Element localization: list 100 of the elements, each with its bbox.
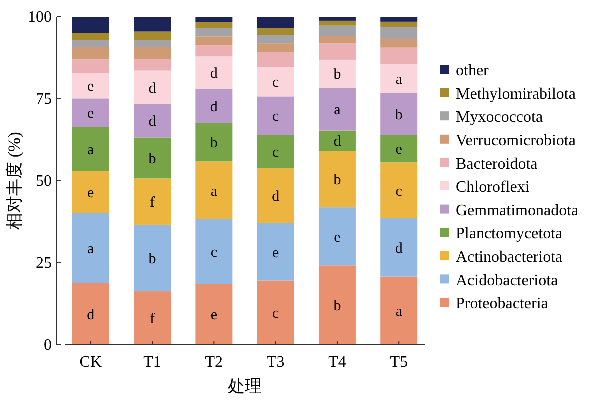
legend-label: Proteobacteria [456, 296, 548, 313]
bar [196, 89, 233, 124]
bar [196, 46, 233, 57]
x-tick-label: T4 [328, 354, 346, 372]
bar [134, 104, 172, 138]
bar [318, 266, 356, 345]
legend-label: Acidobacteriota [456, 272, 558, 290]
bar [257, 35, 294, 44]
bar [72, 60, 110, 74]
bar [72, 73, 110, 99]
data-label: d [210, 66, 218, 82]
legend-label: Bacteroidota [456, 156, 538, 173]
bar [196, 56, 233, 90]
data-label: b [148, 151, 156, 168]
bar [257, 280, 294, 345]
bar [134, 224, 172, 292]
legend-label: Verrucomicrobiota [456, 132, 576, 150]
bar [380, 27, 418, 39]
y-tick-label: 50 [36, 173, 52, 190]
data-label: d [148, 80, 157, 97]
bar [257, 28, 294, 36]
data-label: c [272, 145, 280, 162]
data-label: e [334, 230, 342, 246]
bar [318, 20, 356, 26]
data-label: c [272, 75, 280, 92]
data-label: e [88, 186, 95, 202]
bar [380, 48, 418, 64]
bar [257, 44, 294, 52]
bar [72, 171, 110, 214]
data-label: c [272, 109, 280, 126]
bar [257, 168, 294, 224]
data-label: b [334, 67, 342, 84]
bar [380, 218, 418, 277]
data-label: b [334, 298, 342, 315]
x-tick-label: T1 [144, 354, 162, 372]
bar [196, 28, 233, 37]
bar [257, 17, 294, 28]
bar [72, 17, 110, 34]
data-label: e [88, 106, 95, 122]
data-label: a [88, 242, 95, 258]
data-label: c [272, 306, 280, 322]
bar [380, 276, 418, 345]
bar [72, 40, 110, 48]
x-tick-label: CK [80, 354, 102, 372]
y-tick-label: 100 [28, 9, 52, 26]
bar [318, 151, 356, 208]
bar [380, 64, 418, 94]
bar [134, 178, 172, 225]
legend-label: other [456, 62, 490, 80]
data-label: b [395, 108, 403, 124]
bar [318, 60, 356, 88]
bar [134, 40, 172, 48]
bar [72, 283, 110, 345]
data-label: a [88, 142, 95, 158]
data-label: e [272, 245, 280, 262]
bar [380, 22, 418, 28]
bar [318, 26, 356, 36]
bar [318, 44, 356, 60]
data-label: c [210, 244, 218, 261]
bar [134, 292, 172, 345]
bar [134, 138, 172, 179]
legend-label: Myxococcota [456, 109, 544, 126]
bar [134, 32, 172, 40]
data-label: e [210, 308, 218, 324]
data-label: d [210, 99, 218, 116]
data-label: a [396, 72, 403, 88]
y-tick-label: 75 [36, 91, 52, 108]
data-label: a [210, 184, 218, 200]
data-label: a [334, 102, 342, 119]
bar [134, 47, 172, 60]
data-label: e [88, 79, 95, 96]
bar [318, 88, 356, 131]
y-tick-label: 25 [36, 255, 52, 272]
bar [257, 96, 294, 136]
data-label: b [210, 136, 218, 152]
bar [72, 33, 110, 40]
bar [134, 17, 172, 32]
data-label: b [148, 251, 156, 268]
bar [318, 36, 356, 44]
data-label: d [148, 114, 157, 130]
legend-label: Gemmatimonadota [456, 202, 579, 220]
bar [318, 17, 356, 21]
bar [72, 127, 110, 172]
data-label: d [272, 189, 280, 206]
bar [318, 130, 356, 152]
bar [134, 70, 172, 104]
bar [380, 17, 418, 22]
legend-label: Chloroflexi [456, 179, 530, 196]
data-label: d [87, 307, 96, 324]
legend-label: Actinobacteriota [456, 249, 563, 266]
bar [380, 135, 418, 163]
bar [196, 123, 233, 162]
bar [134, 59, 172, 71]
bar [196, 36, 233, 46]
bar [196, 162, 233, 220]
bar [257, 223, 294, 281]
bar [196, 17, 233, 22]
data-label: f [150, 312, 156, 328]
x-tick-label: T2 [205, 354, 224, 372]
x-tick-label: T3 [266, 354, 285, 372]
